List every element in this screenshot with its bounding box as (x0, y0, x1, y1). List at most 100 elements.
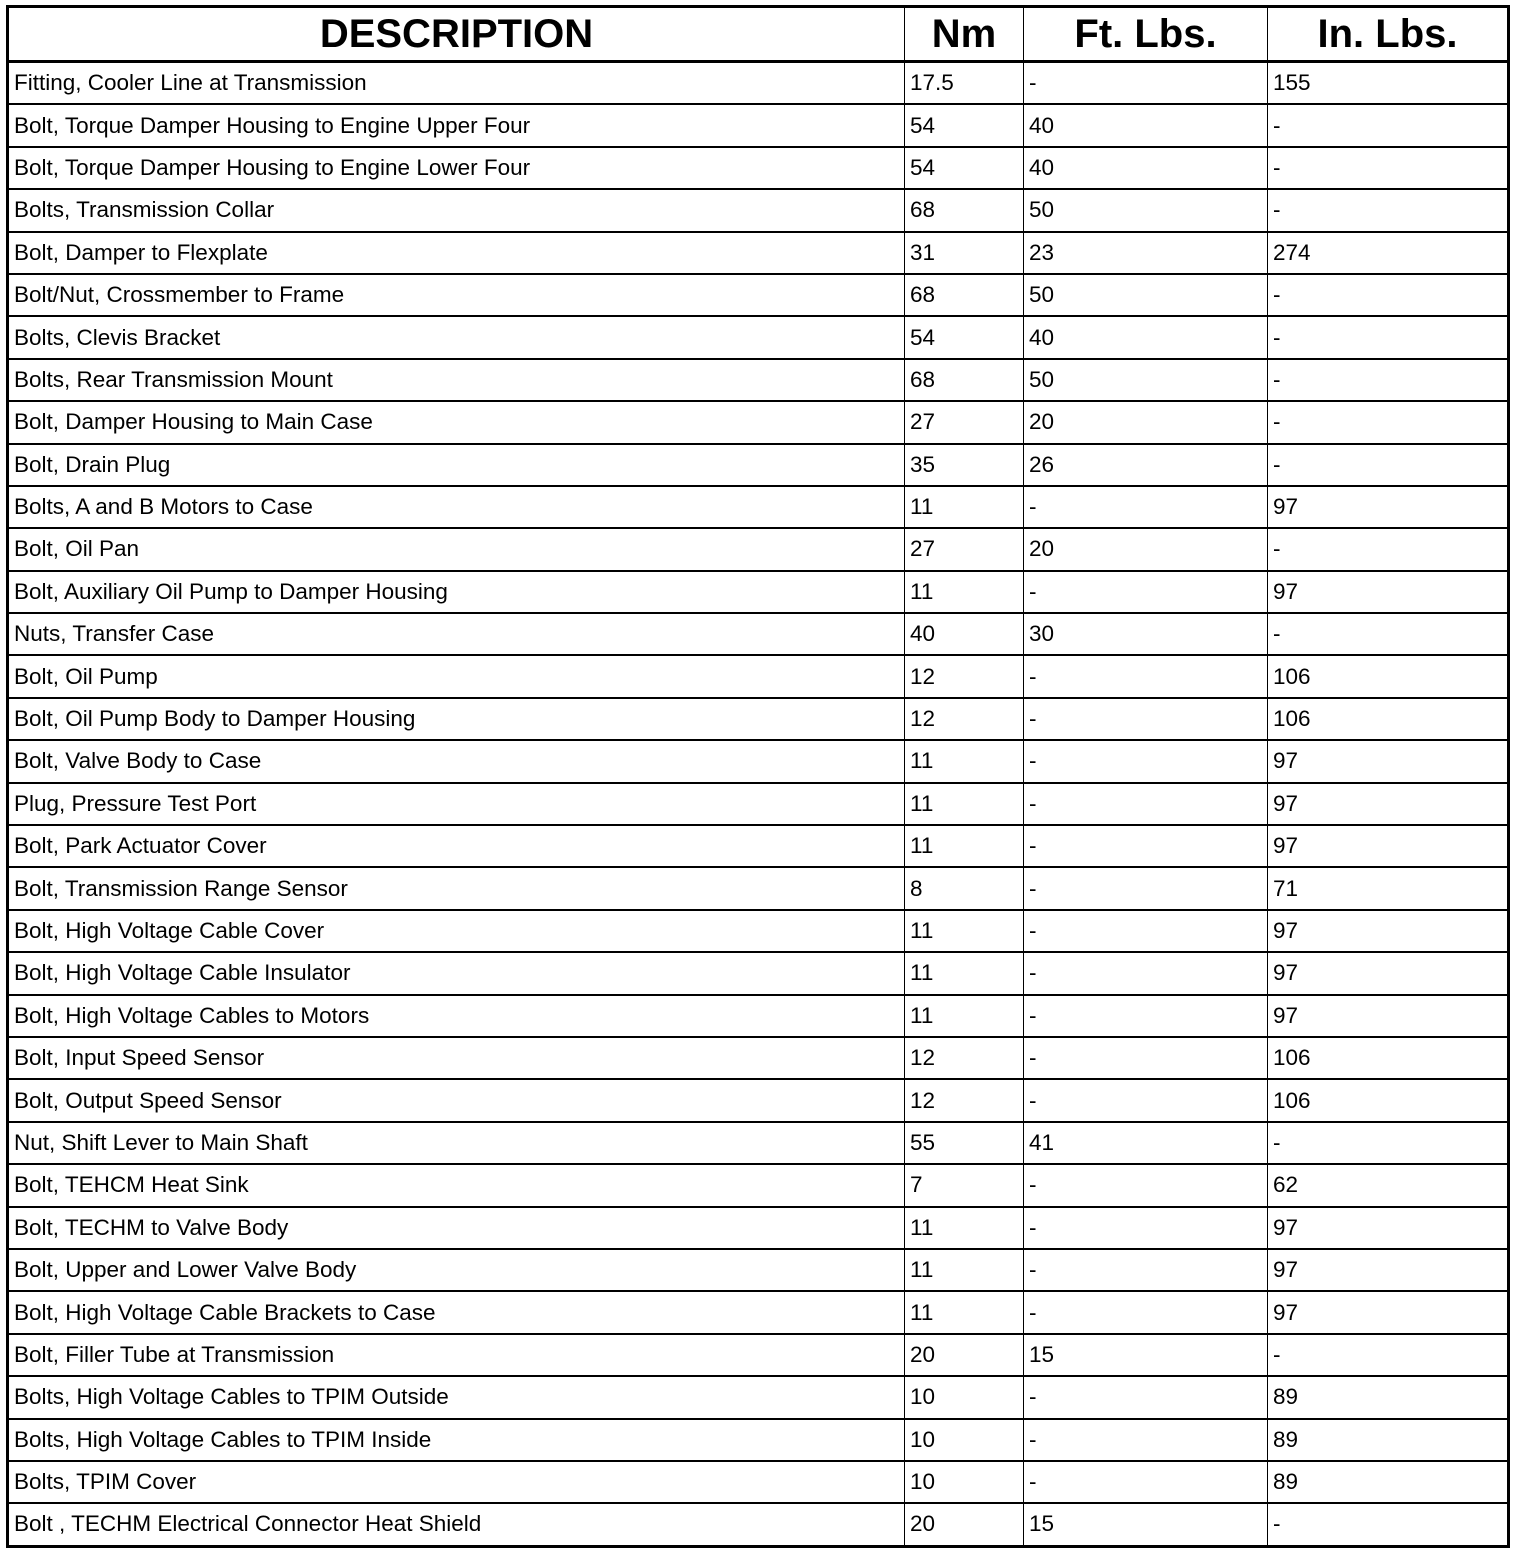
table-row: Bolts, Rear Transmission Mount 68 50- (7, 357, 1509, 402)
table-row: Bolts, TPIM Cover 10-89 (7, 1459, 1509, 1504)
cell-nm: 68 (904, 272, 1024, 317)
cell-nm: 11 (904, 1247, 1024, 1292)
table-row: Bolt , TECHM Electrical Connector Heat S… (7, 1502, 1509, 1547)
table-row: Bolt, Oil Pan 27 20- (7, 527, 1509, 571)
cell-ft-lbs: - (1023, 951, 1268, 995)
table-row: Bolt, Torque Damper Housing to Engine Up… (7, 103, 1509, 147)
cell-nm: 12 (904, 696, 1024, 741)
cell-nm: 54 (904, 103, 1024, 147)
cell-description: Bolt, Output Speed Sensor (7, 1078, 905, 1122)
cell-in-lbs: - (1267, 1332, 1509, 1377)
cell-nm: 11 (904, 993, 1024, 1037)
cell-in-lbs: - (1267, 400, 1509, 444)
cell-ft-lbs: - (1023, 1417, 1268, 1461)
cell-ft-lbs: - (1023, 1078, 1268, 1122)
cell-ft-lbs: 30 (1023, 612, 1268, 656)
cell-nm: 10 (904, 1417, 1024, 1461)
cell-ft-lbs: 40 (1023, 103, 1268, 147)
cell-description: Bolts, Transmission Collar (7, 188, 905, 232)
cell-description: Bolts, TPIM Cover (7, 1459, 905, 1504)
cell-nm: 10 (904, 1459, 1024, 1504)
cell-description: Bolts, High Voltage Cables to TPIM Outsi… (7, 1375, 905, 1419)
cell-nm: 27 (904, 400, 1024, 444)
cell-in-lbs: 97 (1267, 1205, 1509, 1249)
cell-description: Bolt, Drain Plug (7, 442, 905, 486)
cell-ft-lbs: - (1023, 908, 1268, 953)
table-row: Bolt, Filler Tube at Transmission 20 15- (7, 1332, 1509, 1377)
cell-description: Bolts, A and B Motors to Case (7, 484, 905, 529)
cell-description: Bolt, High Voltage Cable Cover (7, 908, 905, 953)
cell-ft-lbs: 50 (1023, 188, 1268, 232)
cell-ft-lbs: 20 (1023, 400, 1268, 444)
cell-nm: 54 (904, 145, 1024, 190)
table-row: Bolt, Damper to Flexplate 31 23 274 (7, 230, 1509, 274)
table-row: Bolts, High Voltage Cables to TPIM Insid… (7, 1417, 1509, 1461)
cell-in-lbs: 106 (1267, 1078, 1509, 1122)
table-row: Bolt, Oil Pump 12-106 (7, 654, 1509, 698)
cell-in-lbs: - (1267, 145, 1509, 190)
cell-description: Bolt, Auxiliary Oil Pump to Damper Housi… (7, 569, 905, 614)
cell-nm: 11 (904, 1205, 1024, 1249)
cell-nm: 12 (904, 1035, 1024, 1080)
cell-nm: 7 (904, 1163, 1024, 1207)
cell-ft-lbs: - (1023, 1247, 1268, 1292)
cell-ft-lbs: - (1023, 993, 1268, 1037)
cell-ft-lbs: 26 (1023, 442, 1268, 486)
cell-in-lbs: 89 (1267, 1417, 1509, 1461)
table-row: Bolt, Damper Housing to Main Case 27 20- (7, 400, 1509, 444)
cell-description: Bolt, Torque Damper Housing to Engine Up… (7, 103, 905, 147)
column-header-ft-lbs: Ft. Lbs. (1023, 6, 1268, 63)
cell-description: Nuts, Transfer Case (7, 612, 905, 656)
cell-description: Bolt, Torque Damper Housing to Engine Lo… (7, 145, 905, 190)
cell-ft-lbs: 40 (1023, 145, 1268, 190)
cell-in-lbs: - (1267, 527, 1509, 571)
cell-nm: 20 (904, 1332, 1024, 1377)
cell-description: Bolt, High Voltage Cable Brackets to Cas… (7, 1290, 905, 1334)
table-row: Bolt, Output Speed Sensor 12-106 (7, 1078, 1509, 1122)
cell-description: Bolts, Rear Transmission Mount (7, 357, 905, 402)
cell-nm: 55 (904, 1120, 1024, 1165)
cell-nm: 11 (904, 781, 1024, 826)
cell-in-lbs: - (1267, 357, 1509, 402)
cell-ft-lbs: - (1023, 781, 1268, 826)
table-row: Bolt, Valve Body to Case 11-97 (7, 739, 1509, 783)
cell-in-lbs: - (1267, 103, 1509, 147)
cell-nm: 12 (904, 1078, 1024, 1122)
cell-nm: 54 (904, 315, 1024, 359)
cell-description: Bolt, Filler Tube at Transmission (7, 1332, 905, 1377)
table-row: Bolt/Nut, Crossmember to Frame 68 50- (7, 272, 1509, 317)
cell-description: Nut, Shift Lever to Main Shaft (7, 1120, 905, 1165)
cell-nm: 8 (904, 866, 1024, 910)
cell-ft-lbs: - (1023, 1035, 1268, 1080)
cell-description: Bolt, Transmission Range Sensor (7, 866, 905, 910)
cell-in-lbs: - (1267, 1120, 1509, 1165)
cell-nm: 40 (904, 612, 1024, 656)
cell-nm: 11 (904, 824, 1024, 868)
cell-in-lbs: 97 (1267, 1290, 1509, 1334)
cell-description: Bolts, Clevis Bracket (7, 315, 905, 359)
cell-description: Bolt, Input Speed Sensor (7, 1035, 905, 1080)
cell-description: Bolts, High Voltage Cables to TPIM Insid… (7, 1417, 905, 1461)
cell-nm: 20 (904, 1502, 1024, 1547)
table-row: Bolts, High Voltage Cables to TPIM Outsi… (7, 1375, 1509, 1419)
table-row: Bolt, High Voltage Cable Insulator 11-97 (7, 951, 1509, 995)
table-row: Bolt, Auxiliary Oil Pump to Damper Housi… (7, 569, 1509, 614)
cell-nm: 11 (904, 569, 1024, 614)
table-row: Bolt, Torque Damper Housing to Engine Lo… (7, 145, 1509, 190)
cell-ft-lbs: - (1023, 569, 1268, 614)
cell-ft-lbs: - (1023, 696, 1268, 741)
cell-description: Bolt, Damper Housing to Main Case (7, 400, 905, 444)
table-row: Bolt, Input Speed Sensor 12-106 (7, 1035, 1509, 1080)
table-row: Plug, Pressure Test Port 11-97 (7, 781, 1509, 826)
cell-nm: 12 (904, 654, 1024, 698)
cell-in-lbs: - (1267, 188, 1509, 232)
cell-in-lbs: 97 (1267, 781, 1509, 826)
cell-in-lbs: 97 (1267, 1247, 1509, 1292)
cell-nm: 35 (904, 442, 1024, 486)
cell-in-lbs: - (1267, 315, 1509, 359)
cell-ft-lbs: - (1023, 60, 1268, 105)
cell-ft-lbs: - (1023, 1459, 1268, 1504)
table-row: Fitting, Cooler Line at Transmission 17.5… (7, 60, 1509, 105)
cell-nm: 68 (904, 188, 1024, 232)
column-header-in-lbs: In. Lbs. (1267, 6, 1509, 63)
